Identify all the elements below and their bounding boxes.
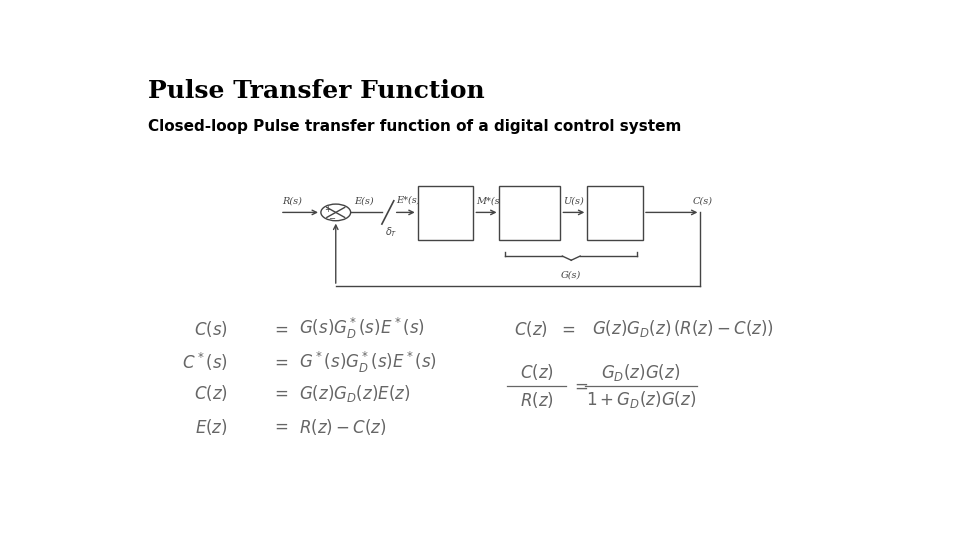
Text: $=$: $=$ xyxy=(272,320,289,338)
Text: $R(z)-C(z)$: $R(z)-C(z)$ xyxy=(299,416,386,436)
Text: M*(s): M*(s) xyxy=(476,197,504,206)
Text: $G_D^*(s)$: $G_D^*(s)$ xyxy=(430,205,461,221)
Text: U(s): U(s) xyxy=(564,197,585,206)
Text: E*(s): E*(s) xyxy=(396,195,420,204)
Text: $C(z)$: $C(z)$ xyxy=(514,319,548,339)
Text: R(s): R(s) xyxy=(282,197,302,206)
Text: $1+G_D(z)G(z)$: $1+G_D(z)G(z)$ xyxy=(586,389,696,410)
Text: $C(s)$: $C(s)$ xyxy=(194,319,228,339)
Text: Pulse Transfer Function: Pulse Transfer Function xyxy=(148,79,485,103)
Text: $=$: $=$ xyxy=(272,354,289,370)
Text: $E(z)$: $E(z)$ xyxy=(195,416,228,436)
Text: $C^*(s)$: $C^*(s)$ xyxy=(182,351,228,373)
Text: $G(z)G_D(z)\,(R(z)-C(z))$: $G(z)G_D(z)\,(R(z)-C(z))$ xyxy=(592,319,775,339)
Text: $G^*(s)G_D^*(s)E^*(s)$: $G^*(s)G_D^*(s)E^*(s)$ xyxy=(299,349,437,375)
Text: C(s): C(s) xyxy=(693,197,713,206)
Text: $G_D(z)G(z)$: $G_D(z)G(z)$ xyxy=(601,362,681,383)
Text: $=$: $=$ xyxy=(272,418,289,435)
Text: G(s): G(s) xyxy=(561,271,582,280)
Text: $C(z)$: $C(z)$ xyxy=(519,362,554,382)
Text: $=$: $=$ xyxy=(571,377,588,395)
Text: Closed-loop Pulse transfer function of a digital control system: Closed-loop Pulse transfer function of a… xyxy=(148,119,682,134)
Text: $=$: $=$ xyxy=(558,320,575,338)
Text: $G(z)G_D(z)E(z)$: $G(z)G_D(z)E(z)$ xyxy=(299,383,410,404)
Text: $G_p(s)$: $G_p(s)$ xyxy=(601,206,629,220)
Text: −: − xyxy=(327,214,335,222)
Text: $C(z)$: $C(z)$ xyxy=(194,383,228,403)
Text: $\delta_T$: $\delta_T$ xyxy=(385,225,397,239)
Text: $\frac{1-e^{-Ts}}{s}$: $\frac{1-e^{-Ts}}{s}$ xyxy=(515,204,545,222)
Text: $R(z)$: $R(z)$ xyxy=(519,389,554,409)
Text: $G(s)G_D^*(s)E^*(s)$: $G(s)G_D^*(s)E^*(s)$ xyxy=(299,316,424,341)
Text: +: + xyxy=(324,205,331,214)
Text: E(s): E(s) xyxy=(354,197,374,206)
Bar xyxy=(499,186,561,240)
Text: $=$: $=$ xyxy=(272,385,289,402)
Bar xyxy=(418,186,473,240)
Bar xyxy=(588,186,643,240)
